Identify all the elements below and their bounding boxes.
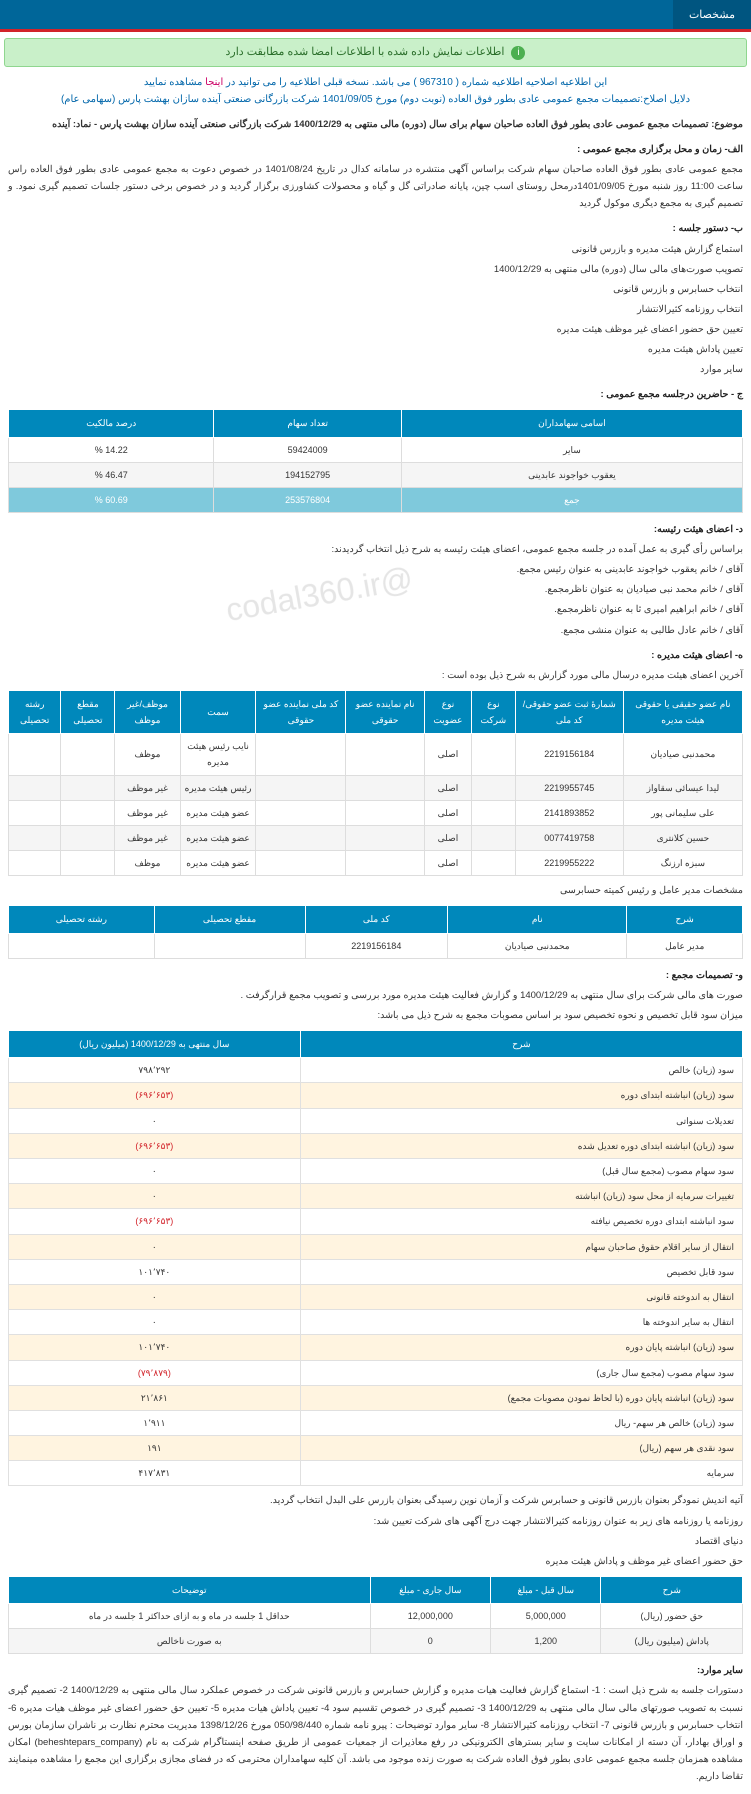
agenda-item: انتخاب روزنامه کثیرالانتشار — [8, 301, 743, 318]
agenda-list: استماع گزارش هیئت مدیره و بازرس قانونی تص… — [8, 241, 743, 379]
other-title: سایر موارد: — [8, 1662, 743, 1679]
fee-title: حق حضور اعضای غیر موظف و پاداش هیئت مدیر… — [8, 1553, 743, 1570]
financial-table: شرحسال منتهی به 1400/12/29 (میلیون ریال)… — [8, 1030, 743, 1486]
sec-d-title: د- اعضای هیئت رئیسه: — [8, 521, 743, 538]
auditor: آتیه اندیش نمودگر بعنوان بازرس قانونی و … — [8, 1492, 743, 1509]
agenda-item: سایر موارد — [8, 361, 743, 378]
sec-f-title: و- تصمیمات مجمع : — [8, 967, 743, 984]
newspaper: دنیای اقتصاد — [8, 1533, 743, 1550]
sec-e-title: ه- اعضای هیئت مدیره : — [8, 647, 743, 664]
agenda-item: تصویب صورت‌های مالی سال (دوره) مالی منته… — [8, 261, 743, 278]
presidium-list: آقای / خانم یعقوب خواجوند عابدینی به عنو… — [8, 561, 743, 638]
tab-bar: مشخصات — [0, 0, 751, 32]
subject: تصمیمات مجمع عمومی عادی بطور فوق العاده … — [52, 119, 708, 130]
ceo-table: شرحنامکد ملیمقطع تحصیلیرشته تحصیلی مدیر … — [8, 905, 743, 958]
sec-a-title: الف- زمان و محل برگزاری مجمع عمومی : — [8, 141, 743, 158]
other-body: دستورات جلسه به شرح ذیل است : 1- استماع … — [8, 1682, 743, 1785]
info-banner: i اطلاعات نمایش داده شده با اطلاعات امضا… — [4, 38, 747, 67]
sec-c-title: ج - حاضرین درجلسه مجمع عمومی : — [8, 386, 743, 403]
subtitle: دلایل اصلاح:تصمیمات مجمع عمومی عادی بطور… — [0, 92, 751, 107]
agenda-item: تعیین پاداش هیئت مدیره — [8, 341, 743, 358]
board-table: نام عضو حقیقی یا حقوقی هیئت مدیرهشمارۀ ث… — [8, 690, 743, 877]
tab-specs[interactable]: مشخصات — [673, 0, 751, 29]
shareholders-table: اسامی سهامدارانتعداد سهامدرصد مالکیت سای… — [8, 409, 743, 513]
info-icon: i — [511, 46, 525, 60]
agenda-item: استماع گزارش هیئت مدیره و بازرس قانونی — [8, 241, 743, 258]
agenda-item: انتخاب حسابرس و بازرس قانونی — [8, 281, 743, 298]
content: موضوع: تصمیمات مجمع عمومی عادی بطور فوق … — [0, 107, 751, 1794]
notice: این اطلاعیه اصلاحیه اطلاعیه شماره ( 9673… — [0, 73, 751, 92]
prev-version-link[interactable]: اینجا — [205, 77, 223, 88]
ceo-title: مشخصات مدیر عامل و رئیس کمیته حسابرسی — [8, 882, 743, 899]
sec-b-title: ب- دستور جلسه : — [8, 220, 743, 237]
banner-text: اطلاعات نمایش داده شده با اطلاعات امضا ش… — [226, 46, 505, 58]
agenda-item: تعیین حق حضور اعضای غیر موظف هیئت مدیره — [8, 321, 743, 338]
fee-table: شرحسال قبل - مبلغسال جاری - مبلغتوضیحات … — [8, 1576, 743, 1655]
sec-a-body: مجمع عمومی عادی بطور فوق العاده صاحبان س… — [8, 161, 743, 212]
